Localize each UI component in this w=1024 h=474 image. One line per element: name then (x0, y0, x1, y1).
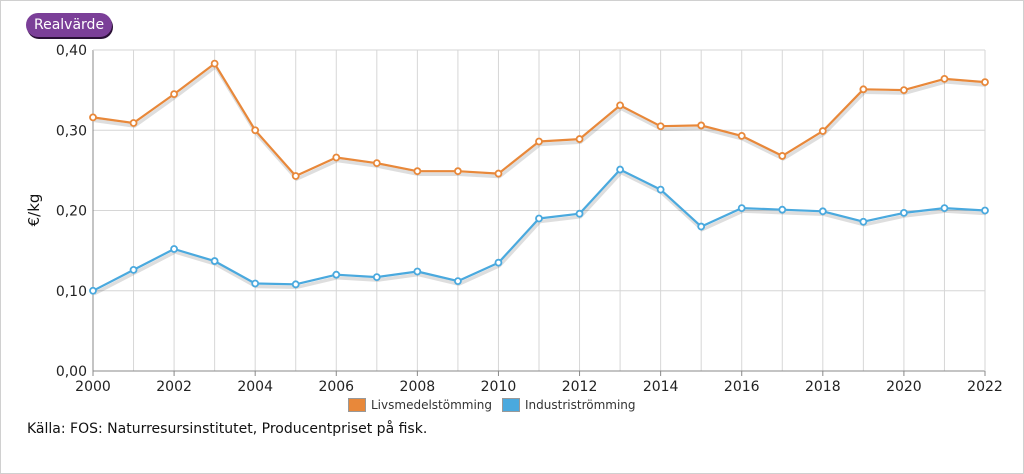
x-tick-label: 2006 (318, 379, 354, 395)
x-tick-label: 2016 (724, 379, 760, 395)
data-point (656, 122, 665, 131)
data-point (210, 257, 219, 265)
data-point (697, 121, 706, 130)
data-point (129, 265, 138, 274)
y-tick-label: 0,10 (56, 284, 87, 300)
axes: 0,00 0,10 0,20 0,30 0,40 2000 2002 2004 2006 2008… (56, 43, 1003, 395)
data-point (129, 119, 138, 127)
legend-item-industri[interactable]: Industriströmming (502, 398, 636, 412)
legend-swatch-livsmedel (348, 398, 366, 412)
series-layer (89, 59, 989, 296)
data-point (818, 207, 827, 216)
data-point (170, 245, 178, 253)
data-point (859, 85, 868, 94)
data-point (413, 167, 422, 176)
data-point (778, 205, 787, 214)
series-shadow (93, 170, 987, 296)
data-point (737, 204, 746, 212)
x-tick-label: 2004 (237, 379, 273, 395)
data-point (413, 267, 422, 276)
data-point (535, 137, 543, 146)
y-axis-label: €/kg (25, 194, 43, 227)
x-tick-label: 2002 (156, 379, 192, 395)
data-point (89, 286, 97, 295)
data-point (494, 258, 503, 267)
x-tick-label: 2012 (562, 379, 598, 395)
x-tick-label: 2018 (805, 379, 841, 395)
data-point (981, 78, 989, 86)
data-point (697, 222, 706, 231)
data-point (778, 152, 787, 160)
data-point (332, 153, 341, 162)
data-point (981, 206, 989, 215)
data-point (332, 270, 341, 279)
data-point (940, 204, 949, 212)
data-point (494, 169, 503, 178)
data-point (89, 113, 97, 122)
legend-swatch-industri (502, 398, 521, 412)
x-tick-label: 2008 (400, 379, 436, 395)
x-tick-label: 2020 (886, 379, 922, 395)
data-point (900, 209, 908, 217)
legend-label-livsmedel: Livsmedelstömming (371, 398, 493, 412)
source-text: Källa: FOS: Naturresursinstitutet, Produ… (27, 421, 428, 437)
y-tick-label: 0,20 (56, 204, 87, 220)
data-point (251, 126, 260, 135)
data-point (170, 90, 178, 99)
data-point (575, 209, 584, 218)
y-tick-label: 0,00 (56, 364, 87, 380)
series-livsmedelstromming (89, 59, 989, 182)
data-point (900, 86, 908, 95)
data-point (737, 131, 746, 140)
data-point (575, 135, 584, 143)
data-point (940, 74, 949, 83)
legend-label-industri: Industriströmming (525, 398, 636, 412)
data-point (535, 214, 543, 223)
x-tick-label: 2000 (75, 379, 111, 395)
data-point (656, 185, 665, 194)
y-tick-label: 0,40 (56, 43, 87, 59)
value-type-badge[interactable]: Realvärde (26, 13, 113, 37)
x-tick-label: 2010 (481, 379, 517, 395)
y-tick-label: 0,30 (56, 123, 87, 139)
data-point (616, 165, 624, 174)
legend-item-livsmedel[interactable]: Livsmedelstömming (348, 398, 492, 412)
x-tick-label: 2022 (967, 379, 1003, 395)
data-point (454, 167, 462, 176)
grid-lines (92, 49, 986, 372)
legend: Livsmedelstömming Industriströmming (348, 398, 636, 412)
data-point (291, 172, 300, 180)
x-tick-label: 2014 (643, 379, 679, 395)
data-point (616, 101, 624, 110)
data-point (291, 280, 300, 289)
data-point (859, 217, 868, 226)
data-point (372, 159, 381, 168)
data-point (454, 277, 462, 286)
data-point (818, 127, 827, 135)
data-point (210, 59, 219, 68)
series-industristromming (89, 165, 989, 296)
data-point (251, 279, 260, 288)
data-point (372, 273, 381, 282)
